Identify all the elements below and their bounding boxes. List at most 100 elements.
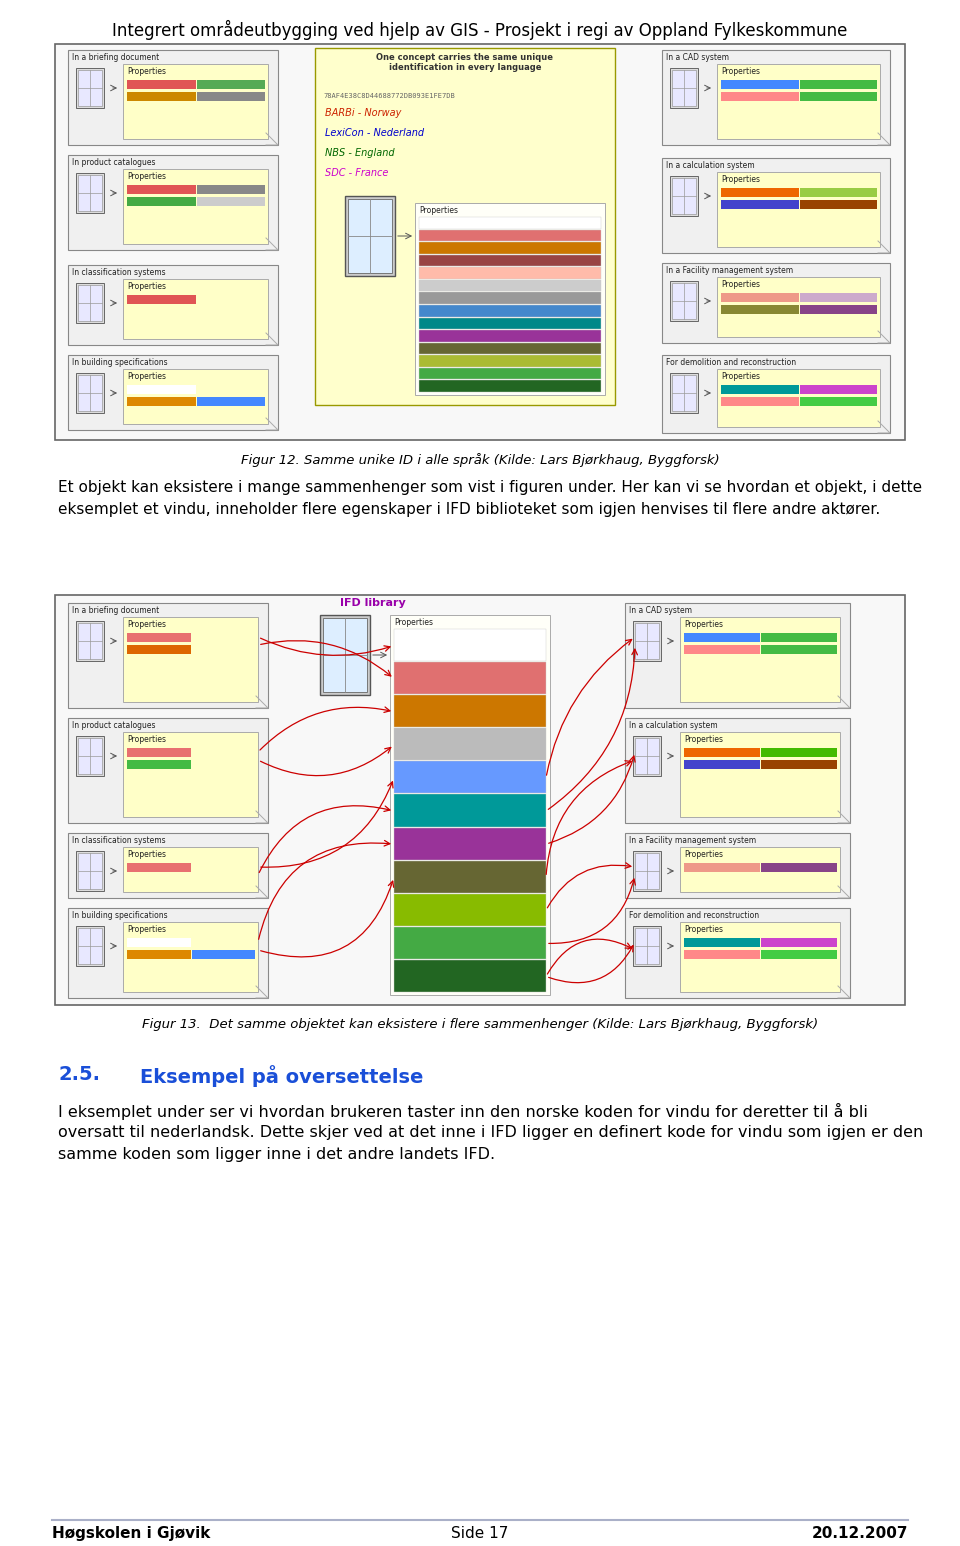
Text: oversatt til nederlandsk. Dette skjer ved at det inne i IFD ligger en definert k: oversatt til nederlandsk. Dette skjer ve… [58, 1125, 924, 1139]
Bar [633, 621, 661, 662]
Bar [394, 926, 546, 959]
Bar [78, 175, 102, 210]
Bar [55, 43, 905, 441]
Bar [127, 938, 190, 948]
Bar [78, 928, 102, 965]
Bar [123, 63, 268, 139]
Bar [662, 158, 890, 254]
Bar [721, 199, 799, 209]
Text: In a Facility management system: In a Facility management system [666, 266, 793, 275]
Bar [419, 380, 601, 393]
Bar [127, 949, 190, 959]
Bar [394, 960, 546, 993]
Bar [68, 603, 268, 708]
Bar [127, 385, 196, 394]
Bar [761, 645, 837, 654]
Bar [721, 397, 799, 407]
Bar [761, 748, 837, 758]
Bar [800, 189, 877, 196]
Text: Integrert områdeutbygging ved hjelp av GIS - Prosjekt i regi av Oppland Fylkesko: Integrert områdeutbygging ved hjelp av G… [112, 20, 848, 40]
Bar [191, 949, 255, 959]
Bar [394, 662, 546, 694]
Bar [127, 93, 196, 100]
Bar [123, 921, 258, 993]
Bar [127, 80, 196, 90]
Bar [127, 632, 190, 642]
Bar [419, 343, 601, 354]
Bar [127, 748, 190, 758]
Bar [345, 196, 395, 277]
Bar [717, 277, 880, 337]
Bar [123, 169, 268, 244]
Text: In a CAD system: In a CAD system [666, 53, 729, 62]
Bar [684, 863, 760, 872]
Bar [625, 717, 850, 822]
Bar [625, 908, 850, 999]
Bar [123, 369, 268, 424]
Bar [419, 292, 601, 305]
Bar [419, 317, 601, 329]
Text: In classification systems: In classification systems [72, 836, 166, 846]
Bar [76, 373, 104, 413]
Bar [721, 305, 799, 314]
Bar [68, 833, 268, 898]
Text: Høgskolen i Gjøvik: Høgskolen i Gjøvik [52, 1526, 210, 1541]
Bar [127, 761, 190, 768]
Bar [662, 263, 890, 343]
Bar [670, 281, 698, 322]
Text: Properties: Properties [721, 175, 760, 184]
Text: 20.12.2007: 20.12.2007 [811, 1526, 908, 1541]
Bar [76, 68, 104, 108]
Bar [684, 938, 760, 948]
Bar [680, 731, 840, 816]
Bar [800, 93, 877, 100]
Text: Properties: Properties [684, 850, 723, 860]
Text: Properties: Properties [721, 373, 760, 380]
Bar [761, 632, 837, 642]
Bar [625, 603, 850, 708]
Bar [670, 176, 698, 216]
Bar [394, 827, 546, 860]
Bar [419, 229, 601, 241]
Text: 2.5.: 2.5. [58, 1065, 100, 1084]
Text: In a briefing document: In a briefing document [72, 53, 159, 62]
Text: eksemplet et vindu, inneholder flere egenskaper i IFD biblioteket som igjen henv: eksemplet et vindu, inneholder flere ege… [58, 502, 880, 516]
Bar [394, 861, 546, 892]
Text: One concept carries the same unique
identification in every language: One concept carries the same unique iden… [376, 53, 554, 73]
Bar [662, 356, 890, 433]
Text: Properties: Properties [684, 734, 723, 744]
Text: LexiCon - Nederland: LexiCon - Nederland [325, 128, 424, 138]
Bar [717, 369, 880, 427]
Text: In a Facility management system: In a Facility management system [629, 836, 756, 846]
Bar [684, 748, 760, 758]
Bar [672, 178, 696, 213]
Bar [761, 863, 837, 872]
Text: samme koden som ligger inne i det andre landets IFD.: samme koden som ligger inne i det andre … [58, 1147, 495, 1163]
Text: In product catalogues: In product catalogues [72, 720, 156, 730]
Bar [419, 267, 601, 278]
Bar [78, 376, 102, 411]
Bar [680, 921, 840, 993]
Text: For demolition and reconstruction: For demolition and reconstruction [666, 359, 796, 366]
Bar [761, 761, 837, 768]
Bar [394, 629, 546, 662]
Text: In building specifications: In building specifications [72, 359, 168, 366]
Bar [394, 795, 546, 827]
Bar [323, 618, 367, 693]
Bar [76, 173, 104, 213]
Text: IFD library: IFD library [340, 598, 406, 608]
Bar [197, 80, 265, 90]
Text: Properties: Properties [684, 620, 723, 629]
Bar [672, 376, 696, 411]
Bar [635, 928, 659, 965]
Bar [394, 894, 546, 926]
Bar [127, 645, 190, 654]
Bar [390, 615, 550, 996]
Text: Properties: Properties [721, 280, 760, 289]
Bar [197, 93, 265, 100]
Bar [419, 368, 601, 379]
Text: For demolition and reconstruction: For demolition and reconstruction [629, 911, 759, 920]
Bar [684, 949, 760, 959]
Bar [127, 295, 196, 305]
Text: Properties: Properties [127, 620, 166, 629]
